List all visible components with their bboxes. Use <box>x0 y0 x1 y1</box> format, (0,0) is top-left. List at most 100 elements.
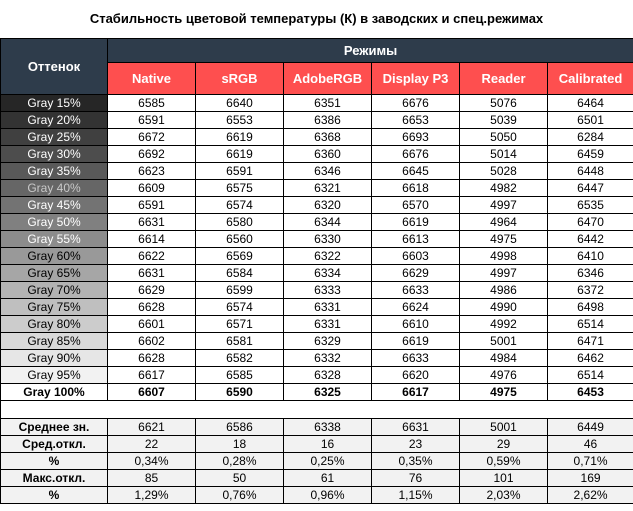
value-cell: 6623 <box>107 162 196 180</box>
mode-header: Calibrated <box>546 62 633 95</box>
table-row: Gray 75% 6628 6574 6331 6624 4990 6498 <box>0 298 633 316</box>
value-cell: 4997 <box>459 264 548 282</box>
mode-header: Display P3 <box>371 62 460 95</box>
table-row: Gray 60% 6622 6569 6322 6603 4998 6410 <box>0 247 633 265</box>
stats-label: % <box>0 452 108 470</box>
value-cell: 6640 <box>195 94 284 112</box>
shade-label: Gray 85% <box>0 332 108 350</box>
value-cell: 6514 <box>546 315 633 333</box>
value-cell: 6462 <box>546 349 633 367</box>
value-cell: 6574 <box>195 196 284 214</box>
value-cell: 6610 <box>371 315 460 333</box>
value-cell: 6591 <box>195 162 284 180</box>
value-cell: 4984 <box>459 349 548 367</box>
value-cell: 6284 <box>546 128 633 146</box>
value-cell: 6585 <box>195 366 284 384</box>
value-cell: 4990 <box>459 298 548 316</box>
stats-value-cell: 101 <box>459 469 548 487</box>
stats-row: Сред.откл. 22 18 16 23 29 46 <box>0 435 633 453</box>
value-cell: 4975 <box>459 383 548 401</box>
stats-value-cell: 0,96% <box>283 486 372 504</box>
value-cell: 6582 <box>195 349 284 367</box>
value-cell: 6619 <box>195 128 284 146</box>
table-row: Gray 45% 6591 6574 6320 6570 4997 6535 <box>0 196 633 214</box>
stats-row: Макс.откл. 85 50 61 76 101 169 <box>0 469 633 487</box>
value-cell: 6410 <box>546 247 633 265</box>
value-cell: 5028 <box>459 162 548 180</box>
table-row: Gray 15% 6585 6640 6351 6676 5076 6464 <box>0 94 633 112</box>
value-cell: 6514 <box>546 366 633 384</box>
mode-header-row: Native sRGB AdobeRGB Display P3 Reader C… <box>1 62 633 95</box>
stats-value-cell: 29 <box>459 435 548 453</box>
value-cell: 4997 <box>459 196 548 214</box>
value-cell: 5039 <box>459 111 548 129</box>
value-cell: 6575 <box>195 179 284 197</box>
value-cell: 4998 <box>459 247 548 265</box>
value-cell: 6603 <box>371 247 460 265</box>
value-cell: 4964 <box>459 213 548 231</box>
value-cell: 6501 <box>546 111 633 129</box>
value-cell: 6325 <box>283 383 372 401</box>
shade-label: Gray 20% <box>0 111 108 129</box>
value-cell: 6570 <box>371 196 460 214</box>
shade-label: Gray 95% <box>0 366 108 384</box>
stats-value-cell: 2,03% <box>459 486 548 504</box>
stats-label: Макс.откл. <box>0 469 108 487</box>
value-cell: 6386 <box>283 111 372 129</box>
value-cell: 6628 <box>107 298 196 316</box>
stats-value-cell: 0,35% <box>371 452 460 470</box>
value-cell: 6617 <box>371 383 460 401</box>
value-cell: 6470 <box>546 213 633 231</box>
value-cell: 6590 <box>195 383 284 401</box>
shade-label: Gray 70% <box>0 281 108 299</box>
mode-header: Reader <box>459 62 548 95</box>
stats-value-cell: 5001 <box>459 418 548 436</box>
value-cell: 6344 <box>283 213 372 231</box>
value-cell: 6602 <box>107 332 196 350</box>
value-cell: 6618 <box>371 179 460 197</box>
value-cell: 6580 <box>195 213 284 231</box>
value-cell: 6672 <box>107 128 196 146</box>
stats-value-cell: 46 <box>546 435 633 453</box>
stats-value-cell: 85 <box>107 469 196 487</box>
value-cell: 4992 <box>459 315 548 333</box>
value-cell: 6333 <box>283 281 372 299</box>
value-cell: 6453 <box>546 383 633 401</box>
value-cell: 6692 <box>107 145 196 163</box>
value-cell: 6447 <box>546 179 633 197</box>
stats-row: Среднее зн. 6621 6586 6338 6631 5001 6449 <box>0 418 633 436</box>
stats-value-cell: 169 <box>546 469 633 487</box>
shade-label: Gray 15% <box>0 94 108 112</box>
separator-cell <box>0 400 633 419</box>
value-cell: 6346 <box>546 264 633 282</box>
value-cell: 6676 <box>371 94 460 112</box>
shade-label: Gray 55% <box>0 230 108 248</box>
value-cell: 6607 <box>107 383 196 401</box>
shade-label: Gray 75% <box>0 298 108 316</box>
value-cell: 6448 <box>546 162 633 180</box>
stats-value-cell: 1,29% <box>107 486 196 504</box>
table-row: Gray 40% 6609 6575 6321 6618 4982 6447 <box>0 179 633 197</box>
shade-label: Gray 40% <box>0 179 108 197</box>
stats-value-cell: 23 <box>371 435 460 453</box>
value-cell: 6334 <box>283 264 372 282</box>
shade-label: Gray 100% <box>0 383 108 401</box>
value-cell: 6351 <box>283 94 372 112</box>
value-cell: 6591 <box>107 196 196 214</box>
value-cell: 6560 <box>195 230 284 248</box>
stats-value-cell: 6338 <box>283 418 372 436</box>
value-cell: 6601 <box>107 315 196 333</box>
table-row: Gray 25% 6672 6619 6368 6693 5050 6284 <box>0 128 633 146</box>
mode-header: Native <box>107 62 196 95</box>
shade-label: Gray 45% <box>0 196 108 214</box>
value-cell: 6331 <box>283 298 372 316</box>
shade-label: Gray 25% <box>0 128 108 146</box>
modes-group-header: Режимы <box>106 38 633 63</box>
stats-row: % 1,29% 0,76% 0,96% 1,15% 2,03% 2,62% <box>0 486 633 504</box>
stats-value-cell: 61 <box>283 469 372 487</box>
value-cell: 6321 <box>283 179 372 197</box>
shade-label: Gray 30% <box>0 145 108 163</box>
shade-label: Gray 35% <box>0 162 108 180</box>
value-cell: 6617 <box>107 366 196 384</box>
value-cell: 6628 <box>107 349 196 367</box>
